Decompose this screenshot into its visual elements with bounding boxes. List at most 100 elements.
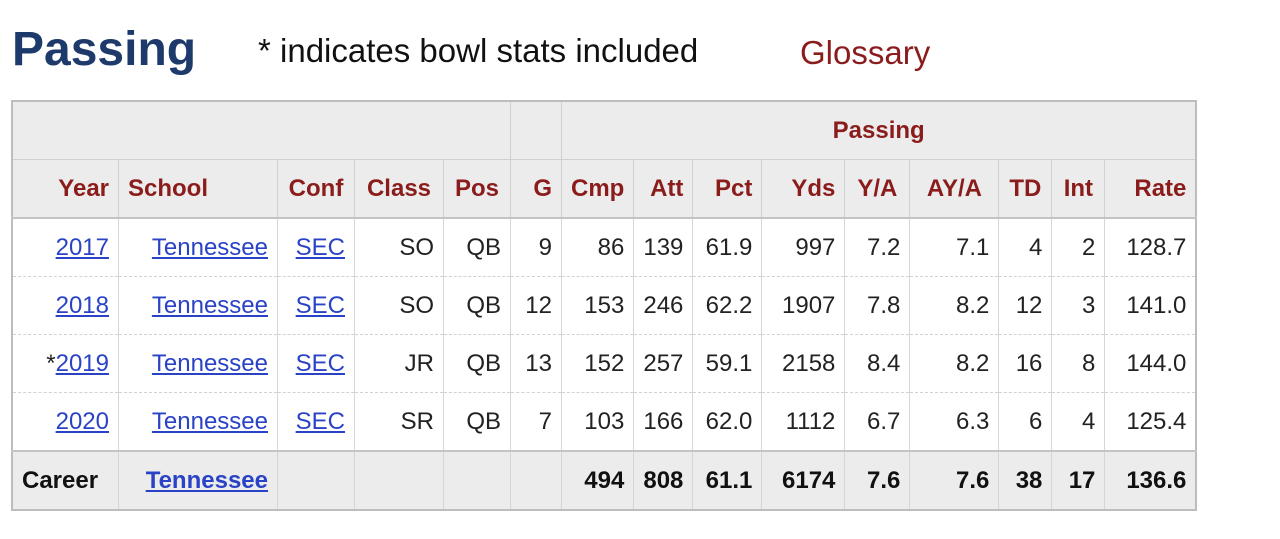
- col-aya[interactable]: AY/A: [909, 159, 1000, 219]
- career-int-cell: 17: [1051, 450, 1106, 510]
- year-link[interactable]: 2018: [55, 291, 109, 319]
- conf-cell: SEC: [277, 392, 355, 452]
- year-cell: 2020: [11, 392, 119, 452]
- career-aya-cell: 7.6: [909, 450, 1000, 510]
- year-cell: 2018: [11, 276, 119, 335]
- col-class[interactable]: Class: [354, 159, 444, 219]
- group-header-row: Passing: [11, 100, 1197, 160]
- td-cell: 6: [998, 392, 1053, 452]
- school-cell: Tennessee: [118, 276, 278, 335]
- col-pos[interactable]: Pos: [443, 159, 511, 219]
- conf-link[interactable]: SEC: [295, 233, 345, 261]
- glossary-link[interactable]: Glossary: [800, 34, 931, 71]
- conf-cell: SEC: [277, 218, 355, 277]
- col-ya[interactable]: Y/A: [844, 159, 911, 219]
- att-cell: 257: [633, 334, 694, 393]
- pct-cell: 59.1: [692, 334, 763, 393]
- class-cell: SO: [354, 276, 444, 335]
- yds-cell: 2158: [761, 334, 846, 393]
- pos-cell: QB: [443, 392, 511, 452]
- conf-cell: SEC: [277, 334, 355, 393]
- aya-cell: 8.2: [909, 334, 1000, 393]
- col-cmp[interactable]: Cmp: [560, 159, 635, 219]
- yds-cell: 997: [761, 218, 846, 277]
- pos-cell: QB: [443, 334, 511, 393]
- career-label: Career: [11, 450, 119, 510]
- pct-cell: 61.9: [692, 218, 763, 277]
- col-g[interactable]: G: [510, 159, 562, 219]
- int-cell: 2: [1051, 218, 1106, 277]
- career-conf-cell: [277, 450, 355, 510]
- class-cell: JR: [354, 334, 444, 393]
- bowl-stats-note: * indicates bowl stats included: [258, 32, 699, 69]
- att-cell: 246: [633, 276, 694, 335]
- col-school[interactable]: School: [118, 159, 278, 219]
- year-link[interactable]: 2019: [55, 349, 109, 377]
- school-cell: Tennessee: [118, 334, 278, 393]
- career-cmp-cell: 494: [560, 450, 635, 510]
- g-cell: 9: [510, 218, 562, 277]
- col-rate[interactable]: Rate: [1104, 159, 1197, 219]
- col-year[interactable]: Year: [11, 159, 119, 219]
- rate-cell: 125.4: [1104, 392, 1197, 452]
- career-att-cell: 808: [633, 450, 694, 510]
- year-link[interactable]: 2020: [55, 407, 109, 435]
- table-row: 2017 Tennessee SEC SO QB 9 86 139 61.9 9…: [11, 218, 1197, 277]
- year-link[interactable]: 2017: [55, 233, 109, 261]
- ya-cell: 8.4: [844, 334, 911, 393]
- yds-cell: 1907: [761, 276, 846, 335]
- col-pct[interactable]: Pct: [692, 159, 763, 219]
- col-int[interactable]: Int: [1051, 159, 1106, 219]
- rate-cell: 144.0: [1104, 334, 1197, 393]
- career-school-link[interactable]: Tennessee: [145, 466, 268, 494]
- yds-cell: 1112: [761, 392, 846, 452]
- conf-link[interactable]: SEC: [295, 407, 345, 435]
- section-title: Passing: [12, 23, 197, 76]
- conf-link[interactable]: SEC: [295, 349, 345, 377]
- career-g-cell: [510, 450, 562, 510]
- col-conf[interactable]: Conf: [277, 159, 355, 219]
- rate-cell: 128.7: [1104, 218, 1197, 277]
- g-cell: 12: [510, 276, 562, 335]
- group-header-blank-g: [510, 100, 562, 160]
- td-cell: 4: [998, 218, 1053, 277]
- school-link[interactable]: Tennessee: [151, 233, 268, 261]
- aya-cell: 6.3: [909, 392, 1000, 452]
- class-cell: SO: [354, 218, 444, 277]
- pos-cell: QB: [443, 218, 511, 277]
- conf-link[interactable]: SEC: [295, 291, 345, 319]
- career-pct-cell: 61.1: [692, 450, 763, 510]
- section-header: Passing * indicates bowl stats included …: [12, 18, 1212, 80]
- td-cell: 12: [998, 276, 1053, 335]
- cmp-cell: 103: [560, 392, 635, 452]
- col-att[interactable]: Att: [633, 159, 694, 219]
- career-school-cell: Tennessee: [118, 450, 278, 510]
- col-td[interactable]: TD: [998, 159, 1053, 219]
- school-link[interactable]: Tennessee: [151, 291, 268, 319]
- column-header-row: Year School Conf Class Pos G Cmp Att Pct…: [11, 159, 1197, 219]
- group-header-passing: Passing: [561, 100, 1197, 160]
- col-yds[interactable]: Yds: [761, 159, 846, 219]
- school-link[interactable]: Tennessee: [151, 407, 268, 435]
- career-class-cell: [354, 450, 444, 510]
- year-cell: *2019: [11, 334, 119, 393]
- career-row: Career Tennessee 494 808 61.1 6174 7.6 7…: [11, 450, 1197, 510]
- td-cell: 16: [998, 334, 1053, 393]
- pct-cell: 62.2: [692, 276, 763, 335]
- passing-stats-table: Passing Year School Conf Class Pos G Cmp…: [11, 100, 1198, 511]
- att-cell: 139: [633, 218, 694, 277]
- ya-cell: 7.8: [844, 276, 911, 335]
- rate-cell: 141.0: [1104, 276, 1197, 335]
- cmp-cell: 152: [560, 334, 635, 393]
- table-row: 2020 Tennessee SEC SR QB 7 103 166 62.0 …: [11, 392, 1197, 452]
- school-cell: Tennessee: [118, 392, 278, 452]
- ya-cell: 6.7: [844, 392, 911, 452]
- bowl-marker: *: [46, 349, 56, 377]
- career-pos-cell: [443, 450, 511, 510]
- year-cell: 2017: [11, 218, 119, 277]
- table-row: *2019 Tennessee SEC JR QB 13 152 257 59.…: [11, 334, 1197, 393]
- table-row: 2018 Tennessee SEC SO QB 12 153 246 62.2…: [11, 276, 1197, 335]
- career-yds-cell: 6174: [761, 450, 846, 510]
- g-cell: 7: [510, 392, 562, 452]
- school-link[interactable]: Tennessee: [151, 349, 268, 377]
